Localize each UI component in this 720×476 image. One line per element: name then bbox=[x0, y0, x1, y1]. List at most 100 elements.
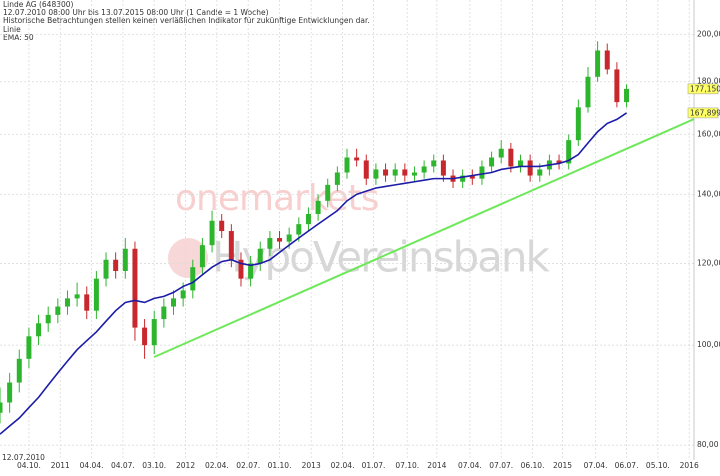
candles bbox=[0, 41, 630, 424]
candle-body bbox=[334, 172, 340, 185]
candle-body bbox=[421, 166, 427, 173]
candle-body bbox=[228, 231, 234, 260]
candle-body bbox=[431, 160, 437, 167]
x-tick-label: 02.04. bbox=[331, 461, 355, 470]
candle-body bbox=[354, 157, 360, 161]
candle-body bbox=[296, 224, 302, 235]
candle-body bbox=[527, 160, 533, 176]
chart-subtitle: 12.07.2010 08:00 Uhr bis 13.07.2015 08:0… bbox=[3, 8, 269, 17]
x-tick-label: 2013 bbox=[302, 461, 321, 470]
candle-body bbox=[64, 298, 70, 307]
candle-body bbox=[566, 140, 572, 164]
candle-body bbox=[219, 220, 225, 232]
candle-body bbox=[267, 238, 273, 249]
y-tick-label: 140,00 bbox=[697, 189, 720, 198]
candle-body bbox=[190, 267, 196, 291]
candle-body bbox=[537, 169, 543, 176]
candle-body bbox=[325, 184, 331, 201]
x-tick-label: 07.04. bbox=[458, 461, 482, 470]
candle-body bbox=[209, 220, 215, 246]
grid bbox=[0, 0, 694, 460]
price-tag-label: 167,899 bbox=[690, 108, 720, 117]
candle-body bbox=[460, 175, 466, 182]
x-tick-label: 04.07. bbox=[111, 461, 135, 470]
legend-ema: EMA: 50 bbox=[3, 33, 34, 42]
candle-body bbox=[238, 259, 244, 279]
x-tick-label: 02.07. bbox=[236, 461, 260, 470]
candle-body bbox=[402, 169, 408, 176]
candle-body bbox=[0, 402, 3, 413]
x-tick-label: 06.07. bbox=[615, 461, 639, 470]
x-tick-label: 01.10. bbox=[268, 461, 292, 470]
candle-body bbox=[440, 160, 446, 176]
candle-body bbox=[489, 157, 495, 167]
watermark-logo bbox=[168, 238, 208, 278]
candle-body bbox=[373, 169, 379, 179]
candle-body bbox=[411, 172, 417, 176]
candle-body bbox=[199, 245, 205, 268]
candle-body bbox=[161, 306, 167, 320]
candle-body bbox=[624, 88, 630, 103]
x-tick-label: 02.04. bbox=[205, 461, 229, 470]
x-tick-label: 2016 bbox=[680, 461, 699, 470]
candle-body bbox=[7, 382, 13, 403]
candle-body bbox=[469, 175, 475, 179]
candle-body bbox=[113, 259, 119, 271]
candle-body bbox=[575, 107, 581, 141]
price-tag bbox=[687, 107, 719, 119]
candle-body bbox=[315, 200, 321, 214]
y-tick-label: 200,00 bbox=[697, 29, 720, 38]
disclaimer: Historische Betrachtungen stellen keinen… bbox=[3, 16, 370, 25]
y-tick-label: 160,00 bbox=[697, 130, 720, 139]
candle-body bbox=[180, 290, 186, 299]
x-start-label: 12.07.2010 bbox=[2, 453, 45, 462]
candle-body bbox=[257, 248, 263, 264]
candle-body bbox=[585, 76, 591, 108]
candle-body bbox=[171, 298, 176, 307]
x-tick-label: 07.10. bbox=[395, 461, 419, 470]
y-tick-label: 120,00 bbox=[697, 258, 720, 267]
candle-body bbox=[16, 358, 22, 383]
x-tick-label: 01.07. bbox=[362, 461, 386, 470]
x-tick-label: 07.04. bbox=[584, 461, 608, 470]
x-tick-label: 07.07. bbox=[489, 461, 513, 470]
x-tick-label: 03.10. bbox=[142, 461, 166, 470]
y-tick-label: 180,00 bbox=[697, 77, 720, 86]
candle-body bbox=[604, 50, 610, 70]
trend-line bbox=[153, 118, 695, 358]
candle-body bbox=[103, 259, 109, 279]
candle-body bbox=[142, 327, 148, 346]
ema-line bbox=[0, 112, 627, 435]
candle-body bbox=[498, 148, 504, 158]
candle-body bbox=[518, 160, 523, 167]
candle-body bbox=[36, 323, 42, 337]
candle-body bbox=[45, 314, 51, 324]
x-tick-label: 06.10. bbox=[521, 461, 545, 470]
x-tick-label: 04.04. bbox=[80, 461, 104, 470]
candle-body bbox=[151, 319, 157, 346]
candle-body bbox=[74, 294, 80, 299]
x-tick-label: 2015 bbox=[553, 461, 572, 470]
x-tick-label: 2011 bbox=[51, 461, 70, 470]
price-tag bbox=[687, 83, 719, 95]
price-tag-label: 177,150 bbox=[690, 84, 720, 93]
candle-body bbox=[595, 50, 601, 77]
candle-body bbox=[363, 160, 369, 179]
candle-body bbox=[122, 248, 128, 271]
x-tick-label: 2014 bbox=[427, 461, 446, 470]
candle-body bbox=[508, 148, 514, 167]
y-tick-label: 100,00 bbox=[697, 340, 720, 349]
candle-body bbox=[392, 169, 398, 176]
candle-body bbox=[383, 169, 389, 176]
candle-body bbox=[93, 278, 99, 311]
chart-title: Linde AG (648300) bbox=[3, 0, 74, 9]
candle-body bbox=[614, 69, 620, 103]
x-tick-label: 04.10. bbox=[17, 461, 41, 470]
candle-body bbox=[84, 294, 90, 311]
candle-body bbox=[556, 160, 562, 164]
legend-trend: Linie bbox=[3, 25, 21, 34]
candle-body bbox=[305, 213, 311, 225]
candle-body bbox=[26, 336, 32, 359]
watermark-onemarkets: onemarkets bbox=[175, 178, 379, 219]
